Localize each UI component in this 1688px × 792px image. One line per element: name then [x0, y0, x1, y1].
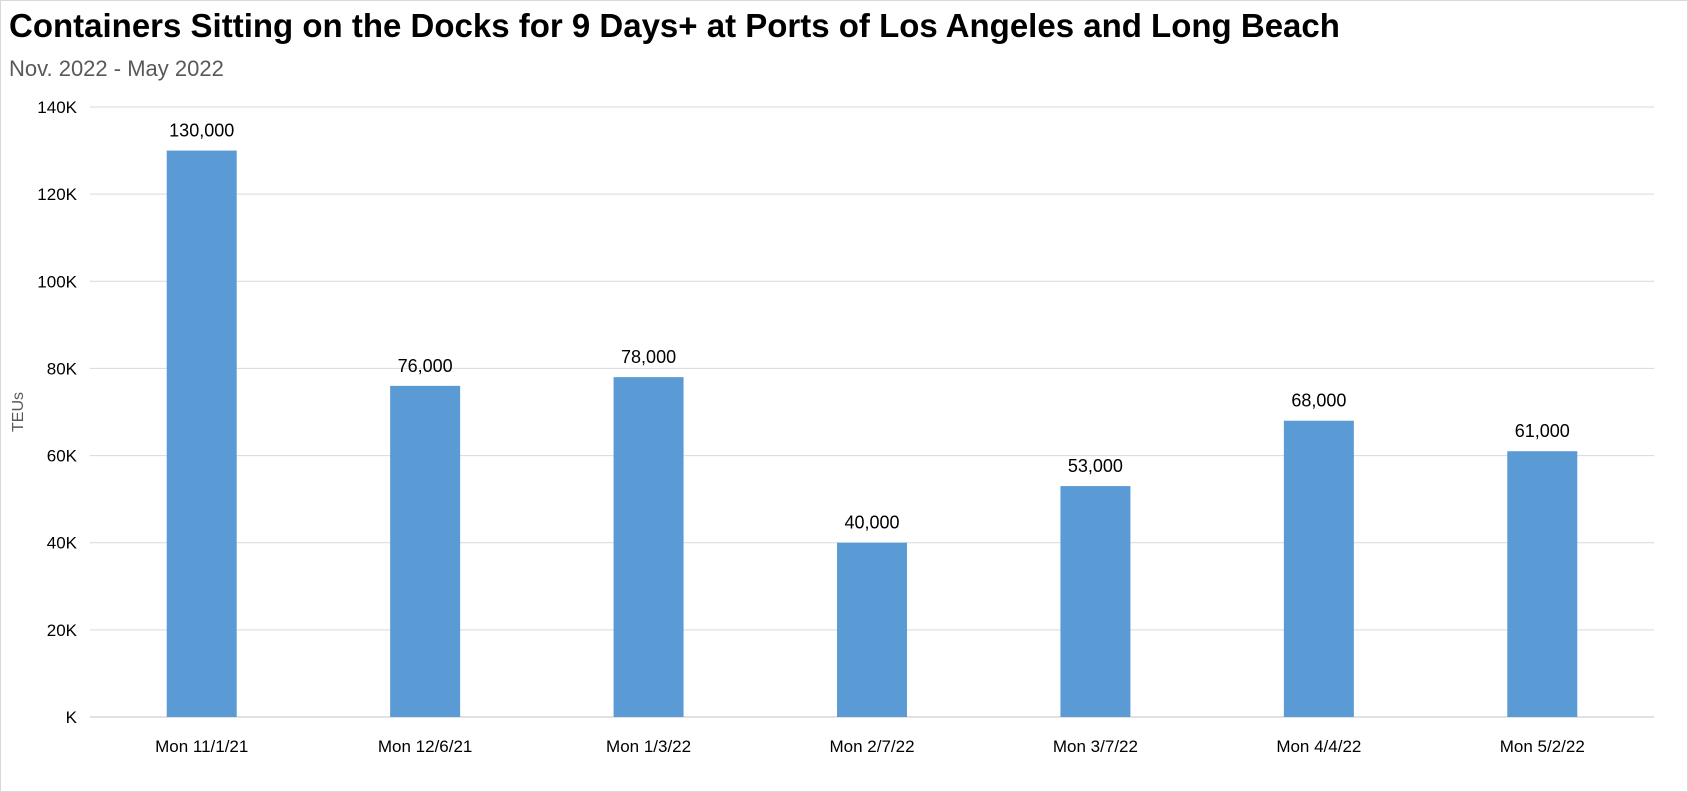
x-axis-ticks: Mon 11/1/21 Mon 12/6/21 Mon 1/3/22 Mon 2/7/…: [155, 737, 1585, 756]
y-axis-ticks: K 20K 40K 60K 80K 100K 120K 140K: [37, 98, 77, 727]
y-tick-label: 20K: [47, 621, 78, 640]
data-label: 40,000: [844, 513, 899, 533]
y-axis-title: TEUs: [10, 392, 27, 432]
data-label: 61,000: [1515, 421, 1570, 441]
bar: [1507, 451, 1578, 717]
x-tick-label: Mon 3/7/22: [1053, 737, 1138, 756]
y-tick-label: 140K: [37, 98, 77, 117]
data-label: 68,000: [1291, 391, 1346, 411]
bar: [166, 150, 237, 718]
y-tick-label: 60K: [47, 447, 78, 466]
data-label: 53,000: [1068, 456, 1123, 476]
bar: [613, 377, 684, 717]
data-labels: 130,000 76,000 78,000 40,000 53,000 68,000 61,…: [169, 121, 1570, 533]
y-tick-label: 40K: [47, 534, 78, 553]
x-tick-label: Mon 12/6/21: [378, 737, 473, 756]
x-tick-label: Mon 2/7/22: [829, 737, 914, 756]
data-label: 78,000: [621, 347, 676, 367]
y-tick-label: 120K: [37, 185, 77, 204]
x-tick-label: Mon 4/4/22: [1276, 737, 1361, 756]
data-label: 130,000: [169, 121, 234, 141]
bar: [1283, 420, 1354, 717]
bar: [1060, 486, 1131, 717]
y-tick-label: 80K: [47, 359, 78, 378]
bar: [390, 385, 461, 717]
y-tick-label: K: [66, 708, 78, 727]
x-tick-label: Mon 11/1/21: [155, 737, 248, 756]
y-tick-label: 100K: [37, 272, 77, 291]
x-tick-label: Mon 1/3/22: [606, 737, 691, 756]
data-label: 76,000: [398, 356, 453, 376]
chart-subtitle: Nov. 2022 - May 2022: [9, 56, 224, 81]
bars: [166, 150, 1578, 718]
chart-title: Containers Sitting on the Docks for 9 Da…: [9, 7, 1340, 44]
x-tick-label: Mon 5/2/22: [1500, 737, 1585, 756]
bar: [837, 542, 907, 717]
